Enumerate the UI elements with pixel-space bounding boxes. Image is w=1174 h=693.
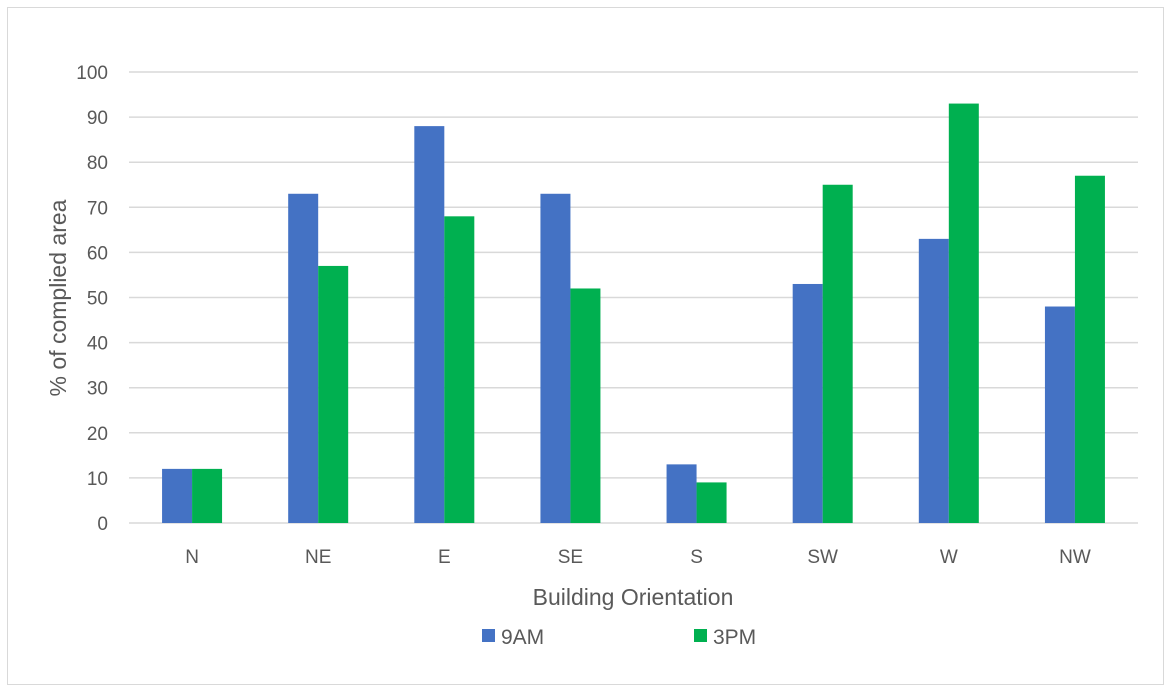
bar-3pm-sw (822, 184, 853, 523)
bar-9am-se (540, 193, 571, 523)
bar-9am-sw (792, 283, 823, 523)
bar-9am-s (666, 464, 697, 523)
bar-3pm-n (192, 468, 223, 523)
y-tick-label: 70 (87, 198, 108, 219)
y-tick-label: 50 (87, 289, 108, 310)
bar-3pm-s (696, 482, 727, 523)
x-tick-label: S (690, 547, 703, 568)
bar-3pm-w (948, 103, 979, 523)
bar-3pm-se (570, 288, 601, 523)
bar-9am-nw (1044, 306, 1075, 523)
y-tick-label: 0 (97, 514, 108, 535)
gridlines (129, 71, 1138, 524)
bar-9am-w (918, 238, 949, 523)
bars (162, 103, 1105, 524)
bar-9am-n (162, 468, 193, 523)
x-axis-title: Building Orientation (533, 584, 734, 610)
x-tick-label: N (185, 547, 199, 568)
y-axis-ticks: 0 10 20 30 40 50 60 70 80 90 100 (76, 63, 108, 535)
legend-swatch-3pm (694, 629, 707, 642)
x-tick-label: NW (1059, 547, 1091, 568)
bar-3pm-nw (1074, 175, 1105, 524)
x-tick-label: SW (807, 547, 838, 568)
legend-swatch-9am (482, 629, 495, 642)
y-tick-label: 30 (87, 379, 108, 400)
legend: 9AM 3PM (482, 626, 756, 649)
x-tick-label: W (940, 547, 958, 568)
x-axis-ticks: N NE E SE S SW W NW (185, 547, 1091, 568)
y-tick-label: 80 (87, 153, 108, 174)
bar-3pm-e (444, 216, 475, 523)
x-tick-label: NE (305, 547, 331, 568)
bar-9am-ne (288, 193, 319, 523)
bar-9am-e (414, 126, 445, 524)
y-tick-label: 100 (76, 63, 108, 84)
x-tick-label: E (438, 547, 451, 568)
bar-3pm-ne (318, 265, 349, 523)
y-tick-label: 60 (87, 243, 108, 264)
y-tick-label: 40 (87, 334, 108, 355)
y-tick-label: 10 (87, 469, 108, 490)
legend-label-3pm: 3PM (713, 626, 756, 649)
y-tick-label: 20 (87, 424, 108, 445)
x-tick-label: SE (558, 547, 583, 568)
y-axis-title: % of complied area (45, 199, 71, 396)
y-tick-label: 90 (87, 108, 108, 129)
legend-label-9am: 9AM (501, 626, 544, 649)
